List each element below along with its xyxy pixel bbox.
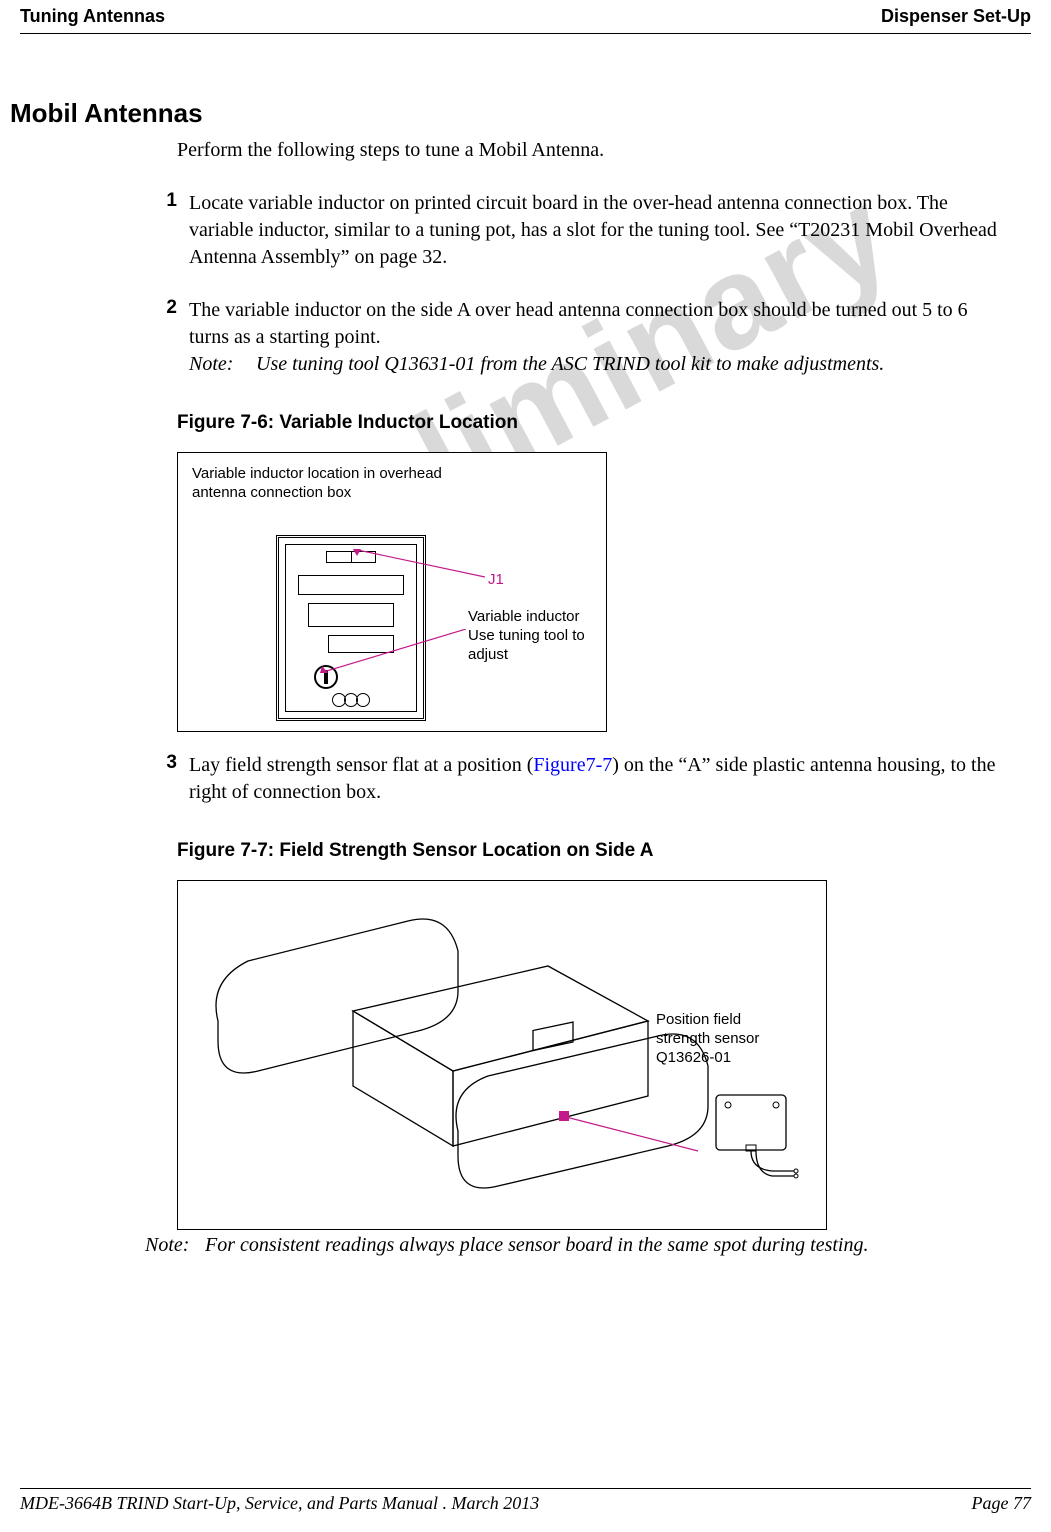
note-text: For consistent readings always place sen… (205, 1234, 869, 1256)
note-text: Use tuning tool Q13631-01 from the ASC T… (256, 353, 884, 375)
step-3: 3 Lay field strength sensor flat at a po… (10, 752, 1021, 806)
j1-label: J1 (488, 571, 504, 588)
bottom-terminals-icon (333, 693, 369, 707)
step-number: 1 (147, 190, 177, 271)
step-body: Locate variable inductor on printed circ… (189, 190, 1011, 271)
step-number: 2 (147, 297, 177, 378)
callout-line-inductor (320, 629, 466, 673)
sensor-position-label: Position field strength sensor Q13626-01 (656, 1011, 796, 1067)
step-1: 1 Locate variable inductor on printed ci… (10, 190, 1021, 271)
step-text: The variable inductor on the side A over… (189, 299, 968, 348)
fig76-inside-caption: Variable inductor location in overhead a… (192, 465, 472, 503)
sensor-device-icon (712, 1091, 802, 1181)
step-body: Lay field strength sensor flat at a posi… (189, 752, 1011, 806)
step-text-pre: Lay field strength sensor flat at a posi… (189, 754, 533, 776)
header-left: Tuning Antennas (20, 6, 165, 27)
header-right: Dispenser Set-Up (881, 6, 1031, 27)
section-title: Mobil Antennas (10, 98, 1021, 129)
variable-inductor-label: Variable inductor Use tuning tool to adj… (468, 608, 585, 664)
figure-7-7-caption: Figure 7-7: Field Strength Sensor Locati… (177, 840, 1021, 862)
step-2: 2 The variable inductor on the side A ov… (10, 297, 1021, 378)
component-rect (308, 603, 394, 627)
page-content: Mobil Antennas Perform the following ste… (0, 98, 1051, 1257)
figure-7-6: Variable inductor location in overhead a… (177, 452, 607, 732)
page-header: Tuning Antennas Dispenser Set-Up (20, 6, 1031, 34)
bottom-note: Note: For consistent readings always pla… (145, 1234, 1021, 1257)
step-body: The variable inductor on the side A over… (189, 297, 1011, 378)
footer-left: MDE-3664B TRIND Start-Up, Service, and P… (20, 1493, 539, 1514)
footer-right: Page 77 (972, 1493, 1031, 1514)
intro-text: Perform the following steps to tune a Mo… (177, 137, 1011, 164)
step-number: 3 (147, 752, 177, 806)
figure-7-7: Position field strength sensor Q13626-01 (177, 880, 827, 1230)
figure-link[interactable]: Figure7-7 (533, 754, 612, 776)
callout-line-j1 (353, 549, 485, 579)
figure-7-6-caption: Figure 7-6: Variable Inductor Location (177, 412, 1021, 434)
note-label: Note: (189, 351, 251, 378)
note-label: Note: (145, 1234, 200, 1257)
page-footer: MDE-3664B TRIND Start-Up, Service, and P… (20, 1488, 1031, 1514)
